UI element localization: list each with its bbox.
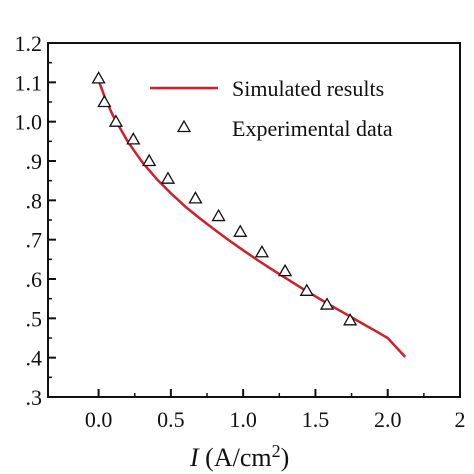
legend-triangle-swatch: [176, 119, 192, 133]
y-tick-label: .6: [26, 267, 43, 292]
experimental-data-point: [108, 114, 124, 127]
experimental-data-point: [211, 208, 226, 222]
experimental-data-point: [97, 94, 112, 108]
experimental-data-point: [319, 297, 335, 310]
x-axis-unit-sup: 2: [272, 441, 281, 461]
experimental-data-point: [160, 171, 176, 184]
y-tick-label: .4: [26, 346, 43, 371]
experimental-data-point: [277, 263, 293, 277]
x-axis-unit: (A/cm: [199, 443, 272, 472]
y-tick-label: .8: [26, 188, 43, 213]
x-tick-label: 0.0: [85, 407, 113, 432]
x-axis-unit-close: ): [281, 443, 290, 472]
experimental-data-point: [91, 71, 106, 84]
x-tick-label: 2: [455, 407, 466, 432]
y-tick-label: .9: [26, 149, 43, 174]
experimental-data-point: [188, 191, 203, 204]
experimental-data-point: [126, 132, 141, 145]
x-axis-title: I (A/cm2): [189, 441, 289, 472]
legend-label-simulated: Simulated results: [232, 76, 384, 101]
y-tick-label: 1.2: [15, 31, 43, 56]
legend-label-experimental: Experimental data: [232, 116, 393, 141]
x-tick-label: 2.0: [374, 407, 402, 432]
y-tick-label: 1.0: [15, 110, 43, 135]
x-tick-label: 1.0: [229, 407, 257, 432]
experimental-data-point: [299, 283, 314, 296]
y-tick-label: .7: [26, 228, 43, 253]
experimental-data-point: [233, 224, 248, 237]
x-tick-label: 1.5: [302, 407, 330, 432]
experimental-data-point: [343, 312, 358, 326]
x-tick-label: 0.5: [157, 407, 185, 432]
y-tick-label: .5: [26, 306, 43, 331]
x-axis-var: I: [189, 443, 200, 472]
experimental-data-point: [142, 153, 157, 167]
experimental-data-point: [254, 244, 270, 258]
y-tick-label: 1.1: [15, 70, 43, 95]
y-tick-label: .3: [26, 385, 43, 410]
